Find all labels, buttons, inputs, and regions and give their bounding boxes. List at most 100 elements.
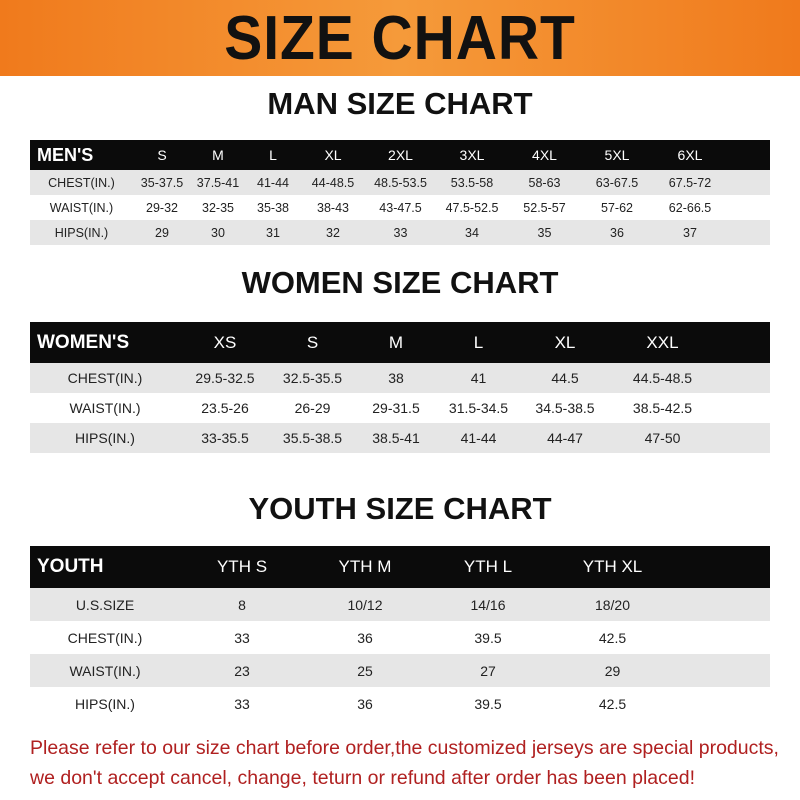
order-notice: Please refer to our size chart before or…	[30, 737, 779, 789]
table-cell: 52.5-57	[523, 200, 566, 215]
table-cell: 29.5-32.5	[195, 370, 255, 386]
table-cell: 62-66.5	[668, 200, 712, 215]
table-row: CHEST(IN.) 35-37.5 37.5-41 41-44 44-48.5 48.5…	[30, 170, 770, 195]
table-cell: 32	[326, 225, 340, 240]
row-label: CHEST(IN.)	[67, 629, 143, 646]
row-label: WAIST(IN.)	[69, 662, 141, 679]
table-row: HIPS(IN.) 33 36 39.5 42.5	[30, 687, 770, 720]
women-size-table: WOMEN'S XS S M L XL XXL CHEST(IN.) 29.5-32.5 32.5…	[30, 322, 770, 453]
table-cell: 29-31.5	[372, 400, 420, 416]
table-cell: 29-32	[146, 200, 178, 215]
table-cell: 39.5	[474, 695, 502, 712]
youth-section-title: YOUTH SIZE CHART	[248, 491, 552, 526]
table-cell: YTH XL	[582, 557, 643, 576]
table-cell: 41-44	[257, 175, 289, 190]
row-label: U.S.SIZE	[75, 596, 135, 613]
table-header-row: WOMEN'S XS S M L XL XXL	[30, 322, 770, 363]
table-cell: 29	[604, 662, 621, 679]
table-cell: 14/16	[470, 596, 506, 613]
table-cell: 31	[266, 225, 280, 240]
table-cell: 33	[234, 695, 250, 712]
table-cell: 37	[683, 225, 697, 240]
table-cell: 63-67.5	[595, 175, 639, 190]
table-cell: XS	[213, 332, 237, 352]
table-cell: 42.5	[598, 629, 627, 646]
banner-title: SIZE CHART	[224, 3, 576, 73]
table-cell: L	[269, 147, 277, 163]
table-cell: 25	[357, 662, 373, 679]
row-label: HIPS(IN.)	[75, 430, 135, 446]
table-cell: 38.5-41	[372, 430, 420, 446]
table-cell: 32-35	[202, 200, 234, 215]
men-section-title: MAN SIZE CHART	[267, 86, 533, 121]
men-size-table: MEN'S S M L XL 2XL 3XL 4XL 5XL 6XL CHEST(IN.) 35-37…	[30, 140, 770, 245]
table-cell: 33	[393, 225, 408, 240]
table-cell: 39.5	[474, 629, 502, 646]
table-cell: 36	[610, 225, 624, 240]
table-header-row: YOUTH YTH S YTH M YTH L YTH XL	[30, 546, 770, 588]
table-cell: 23	[234, 662, 250, 679]
table-cell: XXL	[646, 332, 679, 352]
table-cell: 35	[537, 225, 552, 240]
table-cell: XL	[554, 332, 576, 352]
table-cell: 44.5-48.5	[632, 370, 693, 386]
banner: SIZE CHART	[0, 0, 800, 76]
table-cell: 33	[234, 629, 250, 646]
table-cell: 47-50	[644, 430, 681, 446]
table-cell: 5XL	[604, 147, 630, 163]
table-cell: XL	[324, 147, 342, 163]
table-cell: 32.5-35.5	[282, 370, 343, 386]
row-label: WOMEN'S	[37, 331, 130, 353]
table-cell: 36	[357, 629, 373, 646]
row-label: CHEST(IN.)	[67, 370, 143, 386]
table-cell: 43-47.5	[379, 200, 422, 215]
table-row: U.S.SIZE 8 10/12 14/16 18/20	[30, 588, 770, 621]
table-cell: M	[388, 332, 404, 352]
table-cell: 44-47	[547, 430, 583, 446]
table-row: HIPS(IN.) 29 30 31 32 33 34 35 36 37	[30, 220, 770, 245]
row-label: MEN'S	[37, 144, 94, 165]
table-cell: 8	[238, 596, 246, 613]
table-cell: 30	[211, 225, 225, 240]
table-cell: 38	[388, 370, 404, 386]
row-label: HIPS(IN.)	[75, 695, 135, 712]
table-cell: 26-29	[294, 400, 331, 416]
table-cell: 36	[357, 695, 373, 712]
table-cell: 33-35.5	[201, 430, 249, 446]
table-cell: 67.5-72	[668, 175, 712, 190]
table-cell: 35.5-38.5	[282, 430, 343, 446]
table-cell: 41	[470, 370, 487, 386]
row-label: YOUTH	[37, 556, 104, 577]
table-cell: 23.5-26	[201, 400, 249, 416]
table-cell: 34.5-38.5	[535, 400, 595, 416]
table-cell: 47.5-52.5	[445, 200, 499, 215]
table-cell: 6XL	[677, 147, 703, 163]
table-cell: 35-38	[257, 200, 289, 215]
table-cell: S	[157, 147, 167, 163]
table-cell: 18/20	[594, 596, 631, 613]
table-cell: 34	[465, 225, 479, 240]
table-cell: 57-62	[601, 200, 633, 215]
table-row: WAIST(IN.) 23.5-26 26-29 29-31.5 31.5-34.5 34…	[30, 393, 770, 423]
table-header-row: MEN'S S M L XL 2XL 3XL 4XL 5XL 6XL	[30, 140, 770, 170]
table-cell: 44.5	[551, 370, 579, 386]
table-row: CHEST(IN.) 33 36 39.5 42.5	[30, 621, 770, 654]
table-cell: 38-43	[317, 200, 349, 215]
table-cell: 58-63	[528, 175, 561, 190]
table-cell: 38.5-42.5	[632, 400, 693, 416]
table-cell: 4XL	[532, 147, 557, 163]
table-cell: 29	[155, 225, 169, 240]
youth-size-table: YOUTH YTH S YTH M YTH L YTH XL U.S.SIZE 8 10/12…	[30, 546, 770, 720]
table-cell: 37.5-41	[196, 175, 240, 190]
table-row: WAIST(IN.) 23 25 27 29	[30, 654, 770, 687]
table-cell: YTH S	[216, 557, 268, 576]
table-cell: 3XL	[459, 147, 485, 163]
table-cell: 42.5	[598, 695, 627, 712]
table-cell: 35-37.5	[140, 175, 184, 190]
table-cell: YTH L	[463, 557, 513, 576]
table-cell: 31.5-34.5	[448, 400, 509, 416]
table-row: WAIST(IN.) 29-32 32-35 35-38 38-43 43-47.5 47.…	[30, 195, 770, 220]
table-cell: S	[306, 332, 319, 352]
table-cell: 44-48.5	[311, 175, 355, 190]
row-label: CHEST(IN.)	[48, 175, 115, 190]
